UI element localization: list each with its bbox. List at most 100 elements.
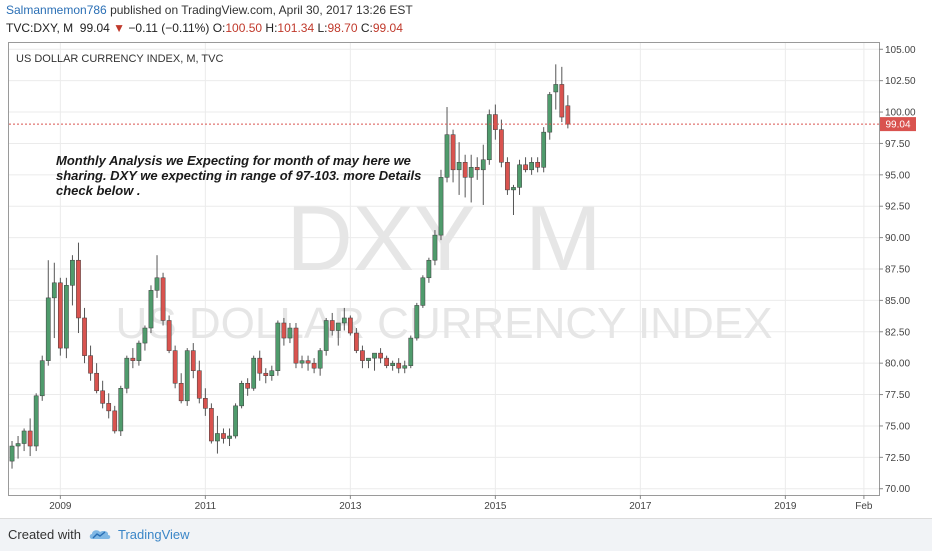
low-label: L: <box>317 21 328 35</box>
y-tick-label: 95.00 <box>885 170 910 181</box>
candle-up <box>432 234 438 261</box>
candle-down <box>202 398 208 409</box>
candle-down <box>329 320 335 331</box>
candle-down <box>305 360 311 364</box>
candle-up <box>287 327 293 339</box>
candle-down <box>257 357 263 374</box>
candle-down <box>196 370 202 399</box>
candle-down <box>112 410 118 432</box>
x-tick-label: 2013 <box>339 501 362 510</box>
ohlc-line: TVC:DXY, M 99.04 ▼ −0.11 (−0.11%) O:100.… <box>6 19 926 37</box>
candle-down <box>166 320 172 351</box>
y-tick-label: 85.00 <box>885 296 910 307</box>
candle-down <box>76 259 81 319</box>
candle-down <box>378 352 383 359</box>
candle-down <box>499 129 504 163</box>
y-tick-label: 100.00 <box>885 108 916 119</box>
candle-up <box>184 350 190 402</box>
published-text: published on TradingView.com, April 30, … <box>110 3 413 17</box>
candle-up <box>541 131 547 168</box>
symbol-label: TVC:DXY, M <box>6 21 74 35</box>
candle-up <box>511 187 516 191</box>
candle-down <box>354 332 359 351</box>
candle-up <box>414 305 420 339</box>
candle-up <box>148 290 154 329</box>
candle-down <box>94 372 99 392</box>
author-link[interactable]: Salmanmemon786 <box>6 3 107 17</box>
candle-up <box>269 370 275 376</box>
candle-up <box>547 94 553 133</box>
candle-down <box>209 408 214 442</box>
close-label: C: <box>360 21 373 35</box>
watermark-symbol: DXY M <box>286 188 601 290</box>
candle-up <box>438 177 444 236</box>
candle-up <box>45 297 51 361</box>
y-tick-label: 72.50 <box>885 453 910 464</box>
footer: Created with TradingView <box>0 518 932 551</box>
candle-down <box>245 383 251 389</box>
candle-down <box>281 322 287 339</box>
candle-up <box>124 357 130 389</box>
x-tick-label: 2009 <box>49 501 72 510</box>
candle-up <box>275 322 281 371</box>
candle-down <box>535 162 541 168</box>
candlestick-chart[interactable]: DXY M US DOLLAR CURRENCY INDEX US DOLLAR… <box>0 0 932 510</box>
tradingview-link[interactable]: TradingView <box>118 527 190 542</box>
candle-up <box>366 357 371 361</box>
y-axis[interactable]: 70.00 72.50 75.00 77.50 80.00 82.50 85.00 87.50… <box>879 45 916 495</box>
change-value: −0.11 (−0.11%) <box>128 21 210 35</box>
candle-up <box>317 350 323 369</box>
candle-down <box>384 357 389 366</box>
candle-down <box>190 350 196 371</box>
candle-down <box>293 327 299 364</box>
candle-up <box>239 383 244 407</box>
open-label: O: <box>212 21 226 35</box>
header: Salmanmemon786 published on TradingView.… <box>6 2 926 37</box>
candle-up <box>480 159 486 171</box>
candle-up <box>21 430 27 444</box>
candle-down <box>505 162 510 191</box>
candle-down <box>565 105 571 125</box>
y-tick-label: 92.50 <box>885 202 910 213</box>
candle-up <box>9 445 15 462</box>
candle-down <box>559 84 565 118</box>
tradingview-logo-icon <box>89 530 111 539</box>
y-tick-label: 87.50 <box>885 265 910 276</box>
candle-down <box>474 167 480 171</box>
candle-up <box>341 317 347 324</box>
y-tick-label: 97.50 <box>885 139 910 150</box>
grid-lines <box>9 43 879 495</box>
close-value: 99.04 <box>372 21 403 35</box>
candle-up <box>233 405 238 437</box>
candle-up <box>468 167 474 178</box>
candle-up <box>142 327 148 344</box>
candle-down <box>57 282 63 349</box>
x-axis[interactable]: 2009 2011 2013 2015 2017 2019 Feb <box>49 495 873 510</box>
y-tick-label: 80.00 <box>885 359 910 370</box>
x-tick-label: Feb <box>855 501 873 510</box>
publish-line: Salmanmemon786 published on TradingView.… <box>6 2 926 19</box>
candle-up <box>517 164 522 188</box>
y-tick-label: 70.00 <box>885 484 910 495</box>
last-price: 99.04 <box>79 21 110 35</box>
annotation-text[interactable]: Monthly Analysis we Expecting for month … <box>56 153 421 198</box>
high-value: 101.34 <box>277 21 315 35</box>
chart-title: US DOLLAR CURRENCY INDEX, M, TVC <box>16 53 223 65</box>
candle-up <box>118 388 124 432</box>
candle-up <box>426 259 432 279</box>
candle-down <box>450 134 456 171</box>
candle-up <box>39 360 45 397</box>
watermark-name: US DOLLAR CURRENCY INDEX <box>116 299 773 348</box>
y-tick-label: 77.50 <box>885 390 910 401</box>
candle-up <box>251 357 257 389</box>
candle-down <box>178 383 184 402</box>
candle-down <box>347 317 353 334</box>
candle-down <box>396 362 402 369</box>
candle-up <box>529 162 534 171</box>
candle-down <box>27 430 33 447</box>
candle-up <box>444 134 450 178</box>
candle-down <box>263 372 269 376</box>
candles <box>9 64 571 469</box>
candle-up <box>215 433 220 442</box>
candle-down <box>492 114 498 130</box>
